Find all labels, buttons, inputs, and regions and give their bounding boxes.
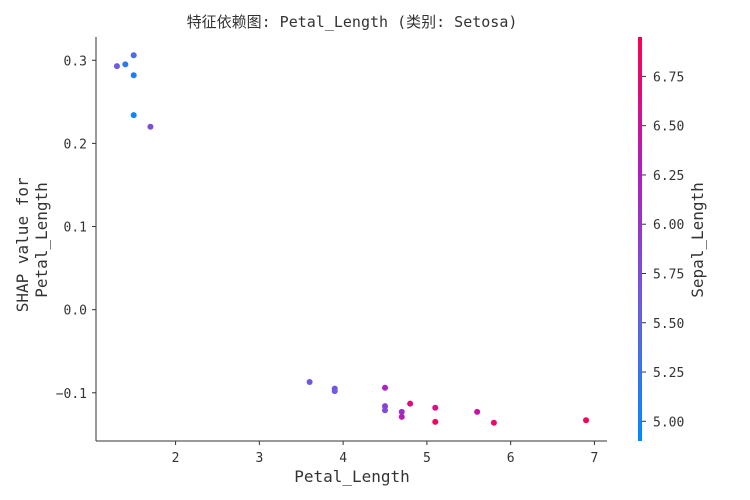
scatter-point	[583, 417, 590, 424]
x-tick-label: 3	[255, 451, 263, 466]
colorbar-tick-label: 6.00	[653, 218, 684, 233]
colorbar-label: Sepal_Length	[688, 182, 707, 298]
y-tick-label: 0.0	[64, 304, 87, 319]
y-axis-label-line-2: Petal_Length	[32, 182, 51, 298]
colorbar-tick-label: 6.50	[653, 120, 684, 135]
x-tick-label: 2	[172, 451, 180, 466]
scatter-point	[382, 403, 389, 410]
scatter-point	[122, 61, 129, 68]
x-axis-label: Petal_Length	[294, 467, 410, 486]
scatter-point	[130, 52, 137, 59]
colorbar-tick-label: 5.75	[653, 267, 684, 282]
scatter-point	[398, 413, 405, 420]
scatter-point	[398, 408, 405, 415]
scatter-point	[382, 384, 389, 391]
colorbar	[638, 37, 642, 441]
scatter-point	[113, 63, 120, 70]
y-tick-label: 0.3	[64, 54, 87, 69]
scatter-point	[407, 400, 414, 407]
chart-title: 特征依赖图: Petal_Length (类别: Setosa)	[187, 13, 518, 31]
scatter-point	[130, 112, 137, 119]
y-axis-label-line-1: SHAP value for	[13, 177, 32, 312]
scatter-point	[130, 72, 137, 79]
y-tick-label: 0.1	[64, 221, 87, 236]
scatter-point	[474, 408, 481, 415]
x-tick-label: 4	[339, 451, 347, 466]
scatter-point	[432, 404, 439, 411]
y-axis-label: SHAP value for Petal_Length	[13, 168, 51, 313]
y-tick-label: 0.2	[64, 137, 87, 152]
scatter-point	[490, 419, 497, 426]
x-tick-label: 7	[591, 451, 599, 466]
scatter-point	[382, 407, 389, 414]
y-ticks: 0.3 0.2 0.1 0.0 −0.1	[56, 54, 96, 402]
colorbar-ticks: 5.00 5.25 5.50 5.75 6.00 6.25 6.50 6.75	[642, 70, 684, 430]
scatter-point	[306, 378, 313, 385]
colorbar-tick-label: 5.50	[653, 317, 684, 332]
colorbar-tick-label: 5.25	[653, 366, 684, 381]
colorbar-tick-label: 6.25	[653, 169, 684, 184]
x-ticks: 2 3 4 5 6 7	[172, 441, 599, 466]
colorbar-tick-label: 5.00	[653, 415, 684, 430]
x-tick-label: 5	[423, 451, 431, 466]
scatter-point	[432, 418, 439, 425]
scatter-point	[331, 388, 338, 395]
scatter-point	[147, 123, 154, 130]
y-tick-label: −0.1	[56, 387, 87, 402]
scatter-points	[113, 52, 590, 426]
colorbar-tick-label: 6.75	[653, 70, 684, 85]
x-tick-label: 6	[507, 451, 515, 466]
